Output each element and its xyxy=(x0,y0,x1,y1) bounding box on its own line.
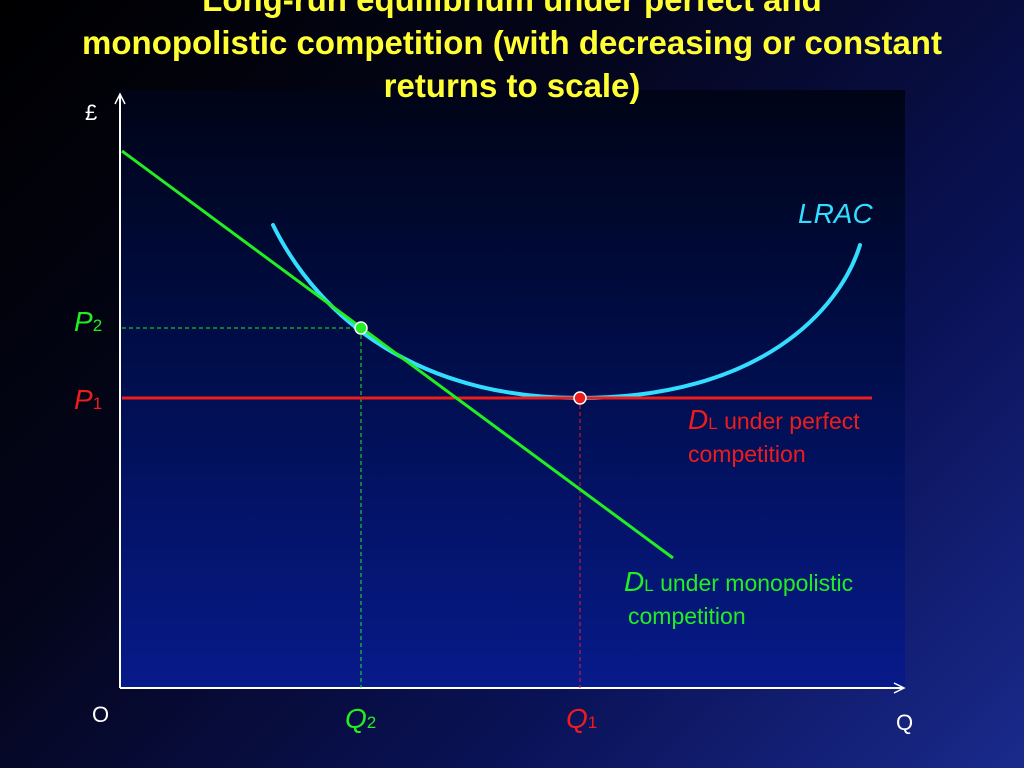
q1-label: Q1 xyxy=(566,703,597,735)
equilibrium-point-monopolistic xyxy=(354,321,368,335)
demand-monopolistic-text-line1: under monopolistic xyxy=(660,570,854,596)
demand-perfect-text-line1: under perfect xyxy=(724,408,860,434)
p2-subscript: 2 xyxy=(92,316,103,335)
demand-perfect-symbol: D xyxy=(688,404,709,435)
p1-symbol: P xyxy=(74,384,93,415)
q1-subscript: 1 xyxy=(587,713,598,732)
title-line-2: monopolistic competition (with decreasin… xyxy=(82,24,942,61)
demand-perfect-text-line2: competition xyxy=(688,441,806,467)
y-axis-label: £ xyxy=(85,100,98,125)
y-axis-arrowhead xyxy=(114,92,126,105)
demand-monopolistic-competition-line xyxy=(121,149,674,560)
p1-subscript: 1 xyxy=(92,394,103,413)
q2-label: Q2 xyxy=(345,703,376,735)
p2-label: P2 xyxy=(74,306,102,338)
title-line-1: Long-run equilibrium under perfect and xyxy=(0,0,1024,21)
x-axis-label: Q xyxy=(896,710,914,735)
q2-symbol: Q xyxy=(345,703,367,734)
lrac-label: LRAC xyxy=(798,198,873,229)
p2-symbol: P xyxy=(74,306,93,337)
title-line-3: returns to scale) xyxy=(383,67,641,104)
slide-title: Long-run equilibrium under perfect and m… xyxy=(0,0,1024,107)
demand-monopolistic-label: DL under monopolistic competition xyxy=(624,566,853,632)
demand-monopolistic-subscript: L xyxy=(644,576,654,595)
q1-symbol: Q xyxy=(566,703,588,734)
plot-area xyxy=(120,90,905,688)
equilibrium-point-perfect xyxy=(573,391,587,405)
demand-monopolistic-symbol: D xyxy=(624,566,645,597)
x-axis-arrowhead xyxy=(893,682,906,694)
q2-subscript: 2 xyxy=(366,713,377,732)
demand-perfect-subscript: L xyxy=(708,414,718,433)
p1-label: P1 xyxy=(74,384,102,416)
demand-perfect-label: DL under perfect competition xyxy=(688,404,860,470)
origin-label: O xyxy=(92,702,110,727)
demand-monopolistic-text-line2: competition xyxy=(628,603,746,629)
